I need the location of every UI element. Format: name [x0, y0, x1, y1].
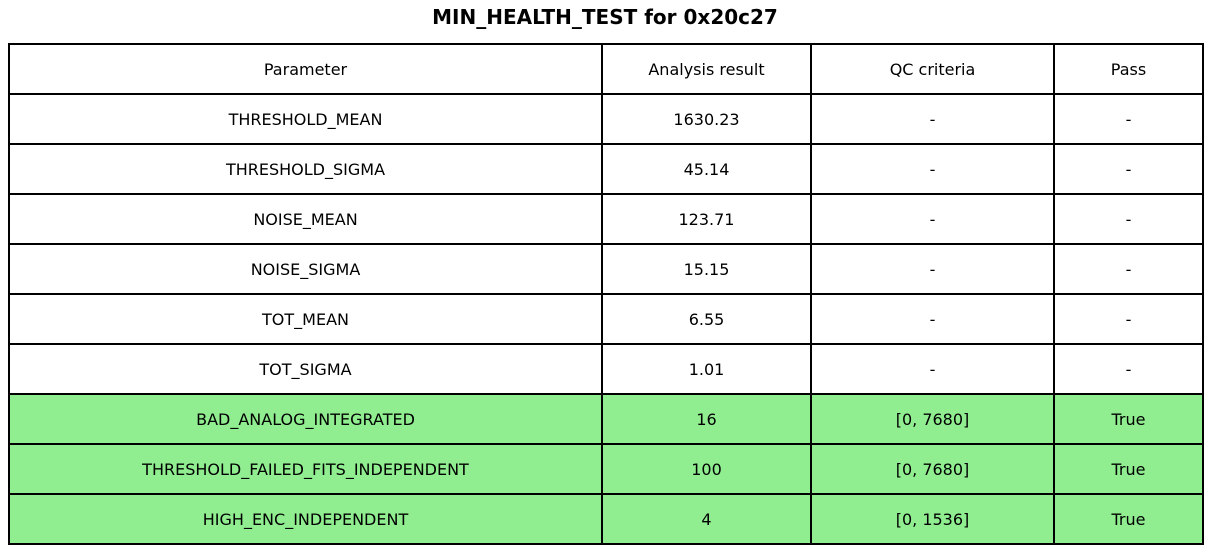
- cell-qc-criteria: [0, 1536]: [810, 493, 1055, 545]
- cell-qc-criteria: -: [810, 343, 1055, 395]
- cell-analysis-result: 6.55: [601, 293, 812, 345]
- cell-parameter: NOISE_MEAN: [8, 193, 603, 245]
- cell-pass: True: [1053, 393, 1204, 445]
- cell-pass: -: [1053, 293, 1204, 345]
- cell-analysis-result: 45.14: [601, 143, 812, 195]
- cell-analysis-result: 100: [601, 443, 812, 495]
- table-row-noise-sigma: NOISE_SIGMA 15.15 - -: [8, 243, 1204, 295]
- cell-qc-criteria: [0, 7680]: [810, 393, 1055, 445]
- header-parameter: Parameter: [8, 43, 603, 95]
- header-row: Parameter Analysis result QC criteria Pa…: [8, 43, 1204, 95]
- cell-parameter: TOT_SIGMA: [8, 343, 603, 395]
- cell-pass: -: [1053, 93, 1204, 145]
- cell-parameter: NOISE_SIGMA: [8, 243, 603, 295]
- cell-analysis-result: 16: [601, 393, 812, 445]
- cell-pass: True: [1053, 493, 1204, 545]
- cell-analysis-result: 1630.23: [601, 93, 812, 145]
- cell-pass: True: [1053, 443, 1204, 495]
- table-row-threshold-failed-fits-independent: THRESHOLD_FAILED_FITS_INDEPENDENT 100 [0…: [8, 443, 1204, 495]
- cell-analysis-result: 4: [601, 493, 812, 545]
- table-row-high-enc-independent: HIGH_ENC_INDEPENDENT 4 [0, 1536] True: [8, 493, 1204, 545]
- cell-pass: -: [1053, 193, 1204, 245]
- header-qc-criteria: QC criteria: [810, 43, 1055, 95]
- cell-parameter: THRESHOLD_FAILED_FITS_INDEPENDENT: [8, 443, 603, 495]
- cell-qc-criteria: -: [810, 193, 1055, 245]
- cell-parameter: THRESHOLD_MEAN: [8, 93, 603, 145]
- cell-parameter: THRESHOLD_SIGMA: [8, 143, 603, 195]
- cell-qc-criteria: -: [810, 143, 1055, 195]
- header-analysis-result: Analysis result: [601, 43, 812, 95]
- cell-qc-criteria: -: [810, 93, 1055, 145]
- qc-results-table: Parameter Analysis result QC criteria Pa…: [8, 43, 1204, 545]
- table-row-noise-mean: NOISE_MEAN 123.71 - -: [8, 193, 1204, 245]
- cell-parameter: BAD_ANALOG_INTEGRATED: [8, 393, 603, 445]
- cell-parameter: TOT_MEAN: [8, 293, 603, 345]
- table-row-bad-analog-integrated: BAD_ANALOG_INTEGRATED 16 [0, 7680] True: [8, 393, 1204, 445]
- cell-analysis-result: 15.15: [601, 243, 812, 295]
- cell-pass: -: [1053, 143, 1204, 195]
- table-row-tot-mean: TOT_MEAN 6.55 - -: [8, 293, 1204, 345]
- cell-pass: -: [1053, 343, 1204, 395]
- cell-analysis-result: 123.71: [601, 193, 812, 245]
- table-row-threshold-sigma: THRESHOLD_SIGMA 45.14 - -: [8, 143, 1204, 195]
- cell-pass: -: [1053, 243, 1204, 295]
- table-row-tot-sigma: TOT_SIGMA 1.01 - -: [8, 343, 1204, 395]
- figure-title: MIN_HEALTH_TEST for 0x20c27: [432, 5, 778, 29]
- cell-qc-criteria: [0, 7680]: [810, 443, 1055, 495]
- cell-qc-criteria: -: [810, 243, 1055, 295]
- cell-qc-criteria: -: [810, 293, 1055, 345]
- cell-analysis-result: 1.01: [601, 343, 812, 395]
- header-pass: Pass: [1053, 43, 1204, 95]
- table-row-threshold-mean: THRESHOLD_MEAN 1630.23 - -: [8, 93, 1204, 145]
- cell-parameter: HIGH_ENC_INDEPENDENT: [8, 493, 603, 545]
